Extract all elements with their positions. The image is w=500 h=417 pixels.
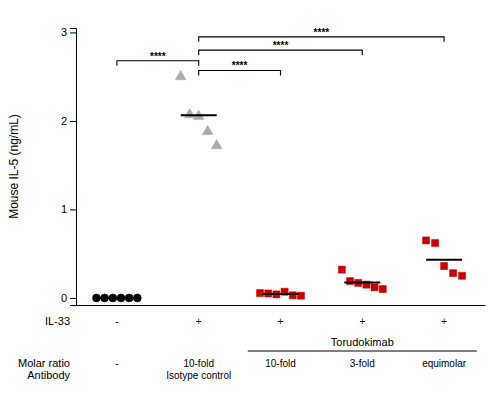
row-value: 10-foldIsotype control	[166, 358, 231, 381]
x-axis	[77, 305, 486, 306]
annotation-rows: IL-33-++++Molar ratioAntibody-10-foldIso…	[18, 315, 477, 381]
row-value: +	[278, 316, 284, 327]
mean-line	[426, 259, 462, 261]
y-axis-line	[70, 29, 77, 306]
row-value-line: +	[196, 316, 202, 327]
data-point	[202, 125, 213, 134]
significance-bars: **** **** **** ****	[117, 27, 444, 76]
data-point	[459, 272, 466, 279]
row-value-line: -	[115, 358, 118, 369]
row-value: +	[359, 316, 365, 327]
row-value-line: equimolar	[422, 358, 467, 369]
chart-svg: 0 1 2 3 Mouse IL-5 (ng/mL) **** **** **** **** IL…	[0, 0, 500, 417]
mean-line	[181, 114, 217, 116]
mean-line	[99, 297, 135, 299]
y-tick-mark	[70, 32, 76, 33]
y-tick-mark	[70, 121, 76, 122]
row-value-line: Isotype control	[166, 370, 231, 381]
y-axis: 0 1 2 3	[61, 26, 77, 305]
y-tick-label: 1	[61, 203, 67, 215]
row-value-line: +	[278, 316, 284, 327]
marks	[92, 70, 465, 301]
significance-label: ****	[314, 27, 330, 38]
row-header: Molar ratioAntibody	[18, 357, 70, 381]
data-point	[346, 278, 353, 285]
significance-label: ****	[150, 51, 166, 62]
data-point	[211, 139, 222, 148]
row-value: 3-fold	[350, 358, 375, 369]
data-point	[289, 292, 296, 299]
group-points	[92, 294, 141, 302]
data-point	[379, 286, 386, 293]
data-point	[371, 284, 378, 291]
bracket-line	[248, 350, 477, 351]
y-tick-mark	[70, 298, 76, 299]
group-points	[257, 288, 305, 299]
group-points	[175, 70, 222, 148]
row-header-line: Molar ratio	[18, 357, 70, 369]
row-header: IL-33	[45, 315, 70, 327]
x-axis-line	[77, 305, 486, 306]
bracket-label: Torudokimab	[331, 336, 394, 348]
row-value-line: 10-fold	[183, 358, 214, 369]
data-point	[338, 266, 345, 273]
data-point	[423, 237, 430, 244]
row-value-line: -	[115, 316, 118, 327]
row-value: equimolar	[422, 358, 467, 369]
y-tick: 1	[61, 203, 76, 215]
row-value: +	[196, 316, 202, 327]
row-value: 10-fold	[265, 358, 296, 369]
mean-line	[344, 281, 380, 283]
row-value-line: +	[441, 316, 447, 327]
row-value-line: 10-fold	[265, 358, 296, 369]
row-value: +	[441, 316, 447, 327]
row-header-line: Antibody	[27, 369, 70, 381]
y-tick: 2	[61, 115, 76, 127]
y-axis-title: Mouse IL-5 (ng/mL)	[7, 114, 21, 219]
row-value-line: 3-fold	[350, 358, 375, 369]
data-point	[441, 263, 448, 270]
data-point	[175, 70, 186, 79]
y-tick-label: 0	[61, 292, 67, 304]
significance-label: ****	[232, 60, 248, 71]
row-value-line: +	[359, 316, 365, 327]
y-tick-label: 2	[61, 115, 67, 127]
row-value: -	[115, 358, 118, 369]
y-tick-mark	[70, 209, 76, 210]
significance-label: ****	[273, 40, 289, 51]
y-tick-label: 3	[61, 26, 67, 38]
data-point	[450, 270, 457, 277]
data-point	[184, 109, 195, 118]
data-point	[432, 240, 439, 247]
group-points	[423, 237, 466, 279]
group-points	[338, 266, 386, 293]
plot-area: 0 1 2 3 Mouse IL-5 (ng/mL) **** **** **** **** IL…	[7, 26, 486, 381]
row-value: -	[115, 316, 118, 327]
y-tick: 3	[61, 26, 76, 38]
row-header-line: IL-33	[45, 315, 70, 327]
y-tick: 0	[61, 292, 76, 304]
mean-line	[263, 293, 299, 295]
